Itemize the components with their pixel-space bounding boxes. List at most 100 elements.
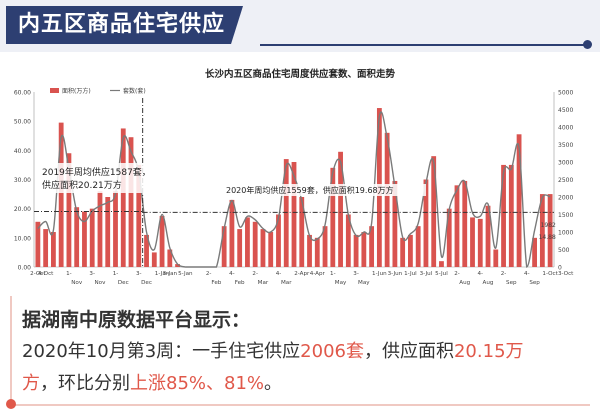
x-axis-tick: 5-Jul (435, 271, 448, 277)
area-bar (128, 137, 134, 267)
area-bar (50, 232, 56, 267)
units-highlight: 2006套 (300, 341, 364, 362)
area-bar (501, 164, 506, 267)
area-bar (82, 211, 87, 267)
area-bar (299, 197, 305, 267)
area-bar (493, 249, 499, 267)
x-axis-tick: Mar (281, 280, 292, 286)
area-bar (151, 252, 157, 267)
right-axis-tick: 5000 (558, 90, 573, 97)
units-line (37, 111, 551, 268)
avg-2019-label-bg (36, 163, 166, 193)
area-bar (314, 237, 320, 267)
area-bar (97, 191, 103, 267)
x-axis-tick: Sep (506, 280, 517, 286)
area-bar (175, 264, 180, 267)
x-axis-tick: 2- (206, 271, 212, 277)
area-bar (539, 194, 545, 267)
x-axis-tick: 1- (330, 271, 336, 277)
x-axis-tick: 4- (276, 271, 282, 277)
x-axis-tick: 4- (524, 271, 530, 277)
area-unit-highlight: 方 (22, 373, 40, 394)
x-axis-tick: 1- (113, 271, 119, 277)
avg-2020-label-bg (222, 184, 426, 196)
area-bar (89, 208, 95, 267)
x-axis-tick: 3- (353, 271, 359, 277)
legend-bar-swatch (50, 88, 59, 93)
x-axis-tick: Dec (118, 280, 129, 286)
area-bar (105, 197, 111, 267)
x-axis-tick: 3-Jan (163, 271, 178, 277)
x-axis-tick: 4- (229, 271, 235, 277)
x-axis-tick: 3-Jul (420, 271, 433, 277)
x-axis-tick: 2-Apr (294, 271, 310, 277)
x-axis-tick: 3- (89, 271, 95, 277)
right-axis-tick: 4500 (558, 107, 573, 114)
x-axis-tick: Nov (71, 280, 83, 286)
left-axis-tick: 20.00 (14, 206, 31, 213)
section-title: 内五区商品住宅供应 (6, 6, 243, 44)
x-axis-tick: Mar (258, 280, 269, 286)
x-axis-tick: Feb (211, 280, 221, 286)
left-axis-tick: 30.00 (14, 177, 31, 184)
area-bar (221, 226, 227, 267)
area-bar (392, 180, 398, 267)
area-bar (369, 226, 375, 267)
text-frame (10, 296, 590, 406)
area-bar (58, 122, 64, 267)
summary-text: 。 (264, 373, 283, 394)
area-bar (66, 153, 72, 267)
x-axis-tick: 5-Jan (178, 271, 193, 277)
area-bar (415, 226, 421, 267)
area-bar (454, 185, 460, 267)
area-bar (408, 234, 413, 267)
area-bar (446, 208, 452, 267)
area-bar (35, 221, 41, 267)
avg-2020-label: 2020年周均供应1559套，供应面积19.68万方 (226, 185, 394, 195)
left-axis-tick: 60.00 (14, 90, 31, 97)
x-axis-tick: 3-Jun (388, 271, 403, 277)
right-axis-tick: 3500 (558, 142, 573, 149)
right-axis-tick: 4000 (558, 125, 573, 132)
area-bar (136, 164, 142, 267)
summary-line-1: 2020年10月第3周：一手住宅供应2006套，供应面积20.15万 (22, 338, 582, 366)
area-bar (485, 205, 491, 267)
area-bar (291, 162, 297, 267)
summary-line-2: 方，环比分别上涨85%、81%。 (22, 370, 582, 398)
right-axis-tick: 0 (558, 265, 562, 272)
left-axis-tick: 40.00 (14, 148, 31, 155)
area-bar (260, 229, 266, 267)
area-bar (338, 151, 343, 267)
area-bar (477, 218, 483, 267)
area-bar (400, 237, 406, 267)
change-highlight: 上涨85%、81% (130, 373, 265, 394)
area-highlight: 20.15万 (453, 341, 524, 362)
x-axis-tick: 2- (454, 271, 460, 277)
x-axis-tick: 3- (136, 271, 142, 277)
x-axis-tick: 2- (252, 271, 258, 277)
right-axis-tick: 1500 (558, 212, 573, 219)
area-bar (532, 237, 538, 267)
left-axis-tick: 0.00 (18, 265, 32, 272)
chart-panel: 长沙内五区商品住宅周度供应套数、面积走势 面积(万方) 套数(套) 0.00 10.00… (6, 62, 594, 288)
x-axis-tick: 3-Oct (558, 271, 574, 277)
area-bar (237, 229, 243, 267)
x-axis-tick: Feb (235, 280, 245, 286)
avg-2019-label: 供应面积20.21万方 (42, 179, 122, 191)
summary-text: 2020年10月第3周：一手住宅供应 (22, 341, 301, 362)
frame-dot-icon (6, 399, 16, 409)
area-bar (229, 199, 235, 267)
area-bar (322, 226, 328, 267)
summary-text: ，供应面积 (363, 341, 454, 362)
right-axis-tick: 2500 (558, 177, 573, 184)
x-axis-tick: 2-Oct (30, 271, 46, 277)
x-axis-tick: Nov (95, 280, 107, 286)
last-units-label: 1982 (541, 222, 556, 229)
area-bar (283, 159, 289, 267)
x-axis-tick: 4-Apr (310, 271, 326, 277)
area-bar (74, 207, 80, 267)
area-bar (167, 249, 173, 267)
area-bar (353, 234, 359, 267)
area-bar (508, 164, 514, 267)
